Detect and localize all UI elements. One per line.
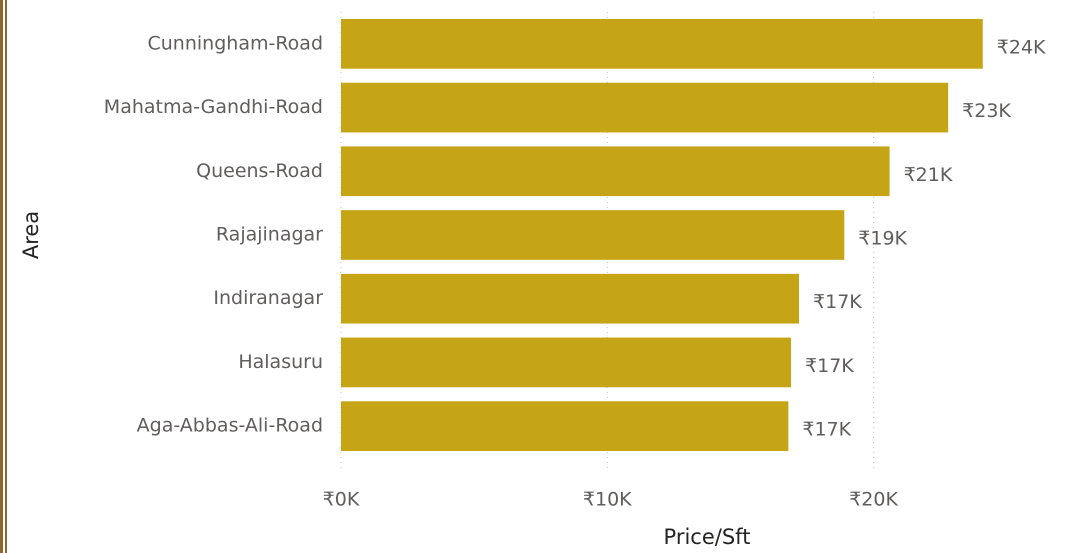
- data-label: ₹19K: [858, 228, 907, 250]
- bar: [341, 401, 789, 451]
- data-label: ₹17K: [805, 355, 854, 377]
- x-tick-label: ₹20K: [849, 489, 898, 511]
- y-tick-label: Cunningham-Road: [148, 32, 324, 54]
- y-axis-title: Area: [19, 211, 43, 259]
- left-border-inner: [5, 0, 7, 553]
- bar: [341, 273, 800, 324]
- data-label: ₹24K: [997, 36, 1046, 58]
- bar: [341, 337, 792, 388]
- data-label: ₹17K: [813, 291, 862, 313]
- bar: [341, 19, 983, 69]
- x-tick-label: ₹0K: [323, 489, 360, 511]
- y-tick-label: Aga-Abbas-Ali-Road: [137, 415, 323, 437]
- data-label: ₹23K: [962, 100, 1011, 122]
- left-border: [0, 0, 3, 553]
- data-label: ₹21K: [904, 164, 953, 186]
- bar: [341, 82, 949, 133]
- bar: [341, 210, 845, 260]
- y-tick-label: Halasuru: [238, 351, 323, 373]
- y-tick-label: Mahatma-Gandhi-Road: [104, 96, 323, 118]
- y-tick-label: Indiranagar: [213, 287, 323, 309]
- x-tick-label: ₹10K: [583, 489, 632, 511]
- y-tick-label: Queens-Road: [196, 160, 323, 182]
- x-axis-title: Price/Sft: [664, 525, 751, 549]
- data-label: ₹17K: [802, 419, 851, 441]
- bar: [341, 146, 890, 197]
- y-tick-label: Rajajinagar: [216, 224, 323, 246]
